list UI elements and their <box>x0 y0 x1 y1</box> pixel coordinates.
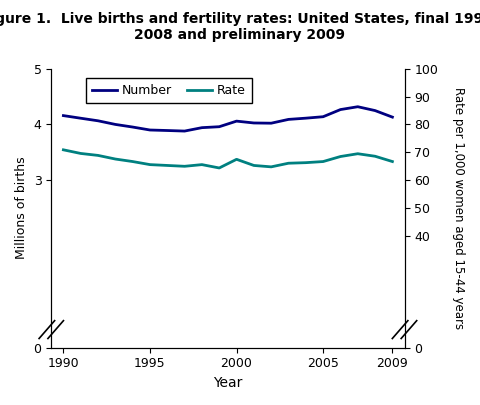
Number <box>199 125 205 130</box>
Number <box>320 114 326 119</box>
Line: Rate: Rate <box>63 150 392 168</box>
Number <box>286 117 291 122</box>
Legend: Number, Rate: Number, Rate <box>86 78 252 103</box>
Number <box>165 128 170 133</box>
Number <box>389 115 395 119</box>
Rate <box>78 151 84 156</box>
Number <box>372 108 378 113</box>
Number <box>130 125 135 130</box>
Line: Number: Number <box>63 107 392 131</box>
Number <box>251 121 257 126</box>
Number <box>355 104 360 109</box>
Rate <box>216 166 222 171</box>
Rate <box>389 159 395 164</box>
Rate <box>182 164 188 169</box>
Number <box>234 119 240 124</box>
Rate <box>60 147 66 152</box>
Rate <box>95 153 101 158</box>
Rate <box>268 164 274 169</box>
Rate <box>147 162 153 167</box>
Number <box>95 118 101 123</box>
Rate <box>251 163 257 168</box>
Number <box>268 121 274 126</box>
Rate <box>337 154 343 159</box>
Rate <box>234 157 240 162</box>
Number <box>60 113 66 118</box>
Y-axis label: Rate per 1,000 women aged 15-44 years: Rate per 1,000 women aged 15-44 years <box>452 87 465 329</box>
Rate <box>199 162 205 167</box>
Number <box>216 124 222 129</box>
Number <box>112 122 118 127</box>
Number <box>337 107 343 112</box>
Number <box>147 128 153 132</box>
Rate <box>130 159 135 164</box>
Rate <box>320 159 326 164</box>
X-axis label: Year: Year <box>213 376 242 390</box>
Number <box>303 116 309 121</box>
Rate <box>372 154 378 159</box>
Rate <box>303 160 309 165</box>
Rate <box>355 151 360 156</box>
Rate <box>165 163 170 168</box>
Rate <box>286 161 291 166</box>
Number <box>182 129 188 134</box>
Rate <box>112 157 118 162</box>
Y-axis label: Millions of births: Millions of births <box>15 157 28 260</box>
Text: Figure 1.  Live births and fertility rates: United States, final 1990-
2008 and : Figure 1. Live births and fertility rate… <box>0 12 480 43</box>
Number <box>78 116 84 121</box>
